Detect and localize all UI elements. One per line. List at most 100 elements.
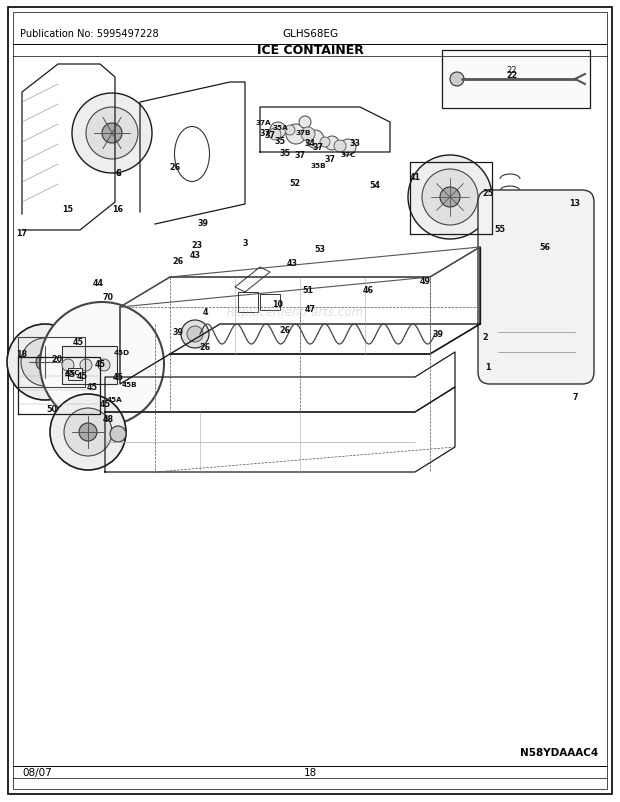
Circle shape bbox=[301, 128, 315, 142]
Text: 13: 13 bbox=[570, 198, 580, 207]
Circle shape bbox=[86, 107, 138, 160]
Text: 08/07: 08/07 bbox=[22, 767, 51, 777]
Text: 35B: 35B bbox=[310, 163, 326, 168]
Text: 50: 50 bbox=[46, 405, 58, 414]
Circle shape bbox=[269, 129, 281, 141]
Text: N58YDAAAC4: N58YDAAAC4 bbox=[520, 747, 598, 757]
Text: Publication No: 5995497228: Publication No: 5995497228 bbox=[20, 29, 159, 39]
Circle shape bbox=[110, 427, 126, 443]
Text: 18: 18 bbox=[17, 350, 27, 359]
Text: 45A: 45A bbox=[107, 396, 123, 403]
Text: 25: 25 bbox=[482, 188, 494, 197]
Text: 22: 22 bbox=[507, 66, 517, 75]
Text: 37A: 37A bbox=[255, 119, 271, 126]
Text: 37C: 37C bbox=[340, 152, 356, 158]
Text: 33: 33 bbox=[350, 138, 360, 148]
Text: 16: 16 bbox=[112, 205, 123, 214]
Text: 26: 26 bbox=[200, 343, 211, 352]
Text: 4: 4 bbox=[202, 308, 208, 317]
Text: 45: 45 bbox=[112, 373, 123, 382]
Circle shape bbox=[64, 408, 112, 456]
Circle shape bbox=[286, 125, 306, 145]
Text: 22: 22 bbox=[507, 71, 518, 79]
Text: 45: 45 bbox=[94, 360, 105, 369]
Circle shape bbox=[98, 359, 110, 371]
Text: 43: 43 bbox=[190, 250, 200, 259]
Text: 37: 37 bbox=[260, 128, 270, 137]
Text: 1: 1 bbox=[485, 363, 491, 372]
Text: 52: 52 bbox=[290, 178, 301, 187]
Bar bbox=[62, 346, 117, 384]
Text: 35: 35 bbox=[275, 136, 285, 145]
Circle shape bbox=[80, 359, 92, 371]
Circle shape bbox=[422, 170, 478, 225]
Circle shape bbox=[299, 117, 311, 129]
Text: 26: 26 bbox=[169, 162, 180, 172]
Text: 6: 6 bbox=[115, 168, 121, 177]
Text: 45B: 45B bbox=[122, 382, 138, 387]
Circle shape bbox=[36, 354, 54, 371]
Text: 34: 34 bbox=[304, 138, 316, 148]
Text: 45: 45 bbox=[87, 383, 97, 392]
Bar bbox=[68, 369, 82, 380]
Circle shape bbox=[408, 156, 492, 240]
Text: 37: 37 bbox=[294, 150, 306, 160]
Text: 35: 35 bbox=[280, 148, 291, 157]
Circle shape bbox=[325, 137, 339, 151]
Circle shape bbox=[40, 302, 164, 427]
Circle shape bbox=[320, 138, 330, 148]
Text: 43: 43 bbox=[286, 258, 298, 267]
Text: 45C: 45C bbox=[64, 370, 80, 375]
Text: 23: 23 bbox=[192, 241, 203, 249]
Text: 39: 39 bbox=[198, 218, 208, 227]
Circle shape bbox=[79, 423, 97, 441]
Text: 15: 15 bbox=[63, 205, 74, 214]
Text: 56: 56 bbox=[539, 243, 551, 252]
Text: 45: 45 bbox=[99, 400, 110, 409]
Text: 70: 70 bbox=[102, 294, 113, 302]
Text: 47: 47 bbox=[304, 305, 316, 314]
Text: ReplacementParts.com: ReplacementParts.com bbox=[226, 306, 363, 319]
Circle shape bbox=[50, 395, 126, 471]
Circle shape bbox=[102, 124, 122, 144]
Circle shape bbox=[187, 326, 203, 342]
Text: 39: 39 bbox=[172, 328, 184, 337]
Text: 35A: 35A bbox=[272, 125, 288, 131]
Circle shape bbox=[340, 140, 356, 156]
Text: 54: 54 bbox=[370, 180, 381, 189]
Text: 46: 46 bbox=[363, 286, 373, 295]
Text: 39: 39 bbox=[433, 330, 443, 339]
Text: 49: 49 bbox=[420, 276, 430, 286]
Text: 26: 26 bbox=[280, 326, 291, 335]
Text: 20: 20 bbox=[51, 355, 63, 364]
Circle shape bbox=[270, 123, 286, 139]
Text: 41: 41 bbox=[409, 173, 420, 182]
Text: 6: 6 bbox=[115, 168, 121, 177]
Circle shape bbox=[306, 131, 324, 149]
Text: 45: 45 bbox=[64, 370, 76, 379]
Text: 45: 45 bbox=[76, 372, 87, 381]
Circle shape bbox=[450, 73, 464, 87]
Text: 44: 44 bbox=[92, 278, 104, 287]
Text: 37: 37 bbox=[312, 144, 324, 152]
Text: 10: 10 bbox=[273, 300, 283, 309]
Text: 18: 18 bbox=[303, 767, 317, 777]
Circle shape bbox=[7, 325, 83, 400]
Circle shape bbox=[181, 321, 209, 349]
Circle shape bbox=[62, 359, 74, 371]
Circle shape bbox=[21, 338, 69, 387]
Text: 17: 17 bbox=[17, 229, 27, 237]
Circle shape bbox=[440, 188, 460, 208]
Text: 51: 51 bbox=[303, 286, 314, 295]
Text: 7: 7 bbox=[572, 393, 578, 402]
Text: 48: 48 bbox=[102, 415, 113, 424]
Text: 26: 26 bbox=[172, 256, 184, 265]
Text: 37: 37 bbox=[324, 156, 335, 164]
Text: 45D: 45D bbox=[114, 350, 130, 355]
Text: 53: 53 bbox=[314, 245, 326, 254]
Circle shape bbox=[72, 94, 152, 174]
FancyBboxPatch shape bbox=[478, 191, 594, 384]
Circle shape bbox=[285, 126, 295, 136]
Text: 2: 2 bbox=[482, 333, 488, 342]
Text: 3: 3 bbox=[242, 238, 248, 247]
